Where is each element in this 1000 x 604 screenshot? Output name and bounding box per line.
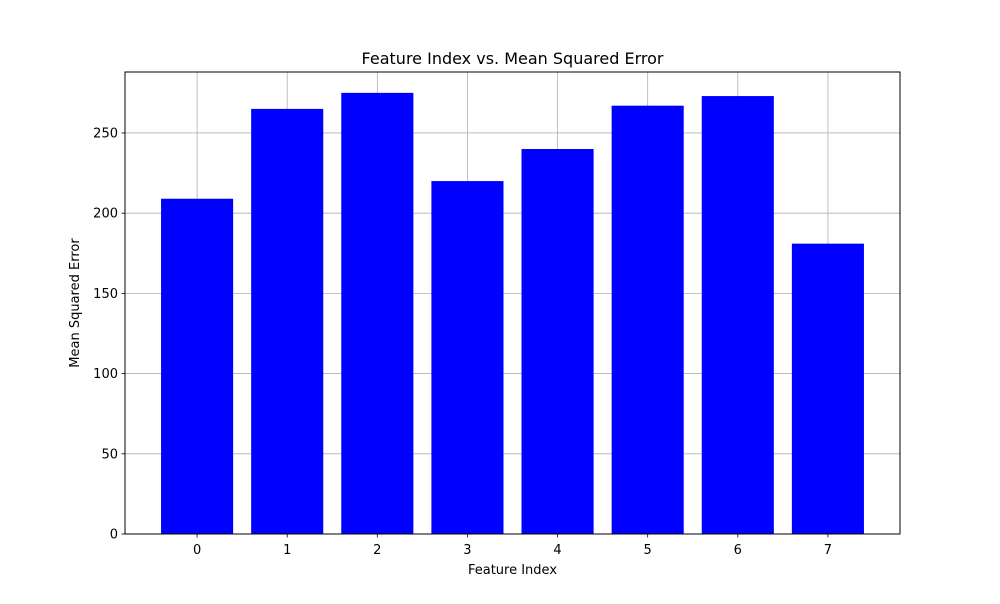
x-tick-label: 6	[734, 543, 742, 558]
bar-feature-6	[701, 96, 774, 534]
axis-ticks: 0 50 100 150 200 250 0 1 2 3 4 5 6 7	[93, 126, 832, 558]
x-tick-label: 3	[463, 543, 471, 558]
x-axis-label: Feature Index	[468, 563, 557, 578]
y-tick-label: 250	[93, 126, 118, 141]
y-tick-label: 0	[110, 528, 118, 543]
x-tick-label: 5	[644, 543, 652, 558]
y-tick-label: 200	[93, 207, 118, 222]
chart-title: Feature Index vs. Mean Squared Error	[362, 49, 664, 68]
x-tick-label: 4	[553, 543, 561, 558]
bar-feature-2	[341, 92, 414, 535]
x-tick-label: 7	[824, 543, 832, 558]
y-tick-label: 150	[93, 287, 118, 302]
bar-feature-1	[251, 108, 324, 534]
x-tick-label: 0	[193, 543, 201, 558]
bar-feature-0	[161, 198, 234, 534]
y-axis-label: Mean Squared Error	[68, 238, 83, 368]
bar-feature-5	[611, 105, 684, 534]
y-tick-label: 50	[101, 447, 118, 462]
bar-feature-4	[521, 149, 594, 534]
bar-feature-7	[791, 243, 864, 535]
bar-feature-3	[431, 181, 504, 535]
x-tick-label: 1	[283, 543, 291, 558]
plot-frame	[124, 71, 901, 535]
y-tick-label: 100	[93, 367, 118, 382]
bars	[161, 92, 864, 535]
x-tick-label: 2	[373, 543, 381, 558]
grid-lines	[125, 72, 900, 535]
